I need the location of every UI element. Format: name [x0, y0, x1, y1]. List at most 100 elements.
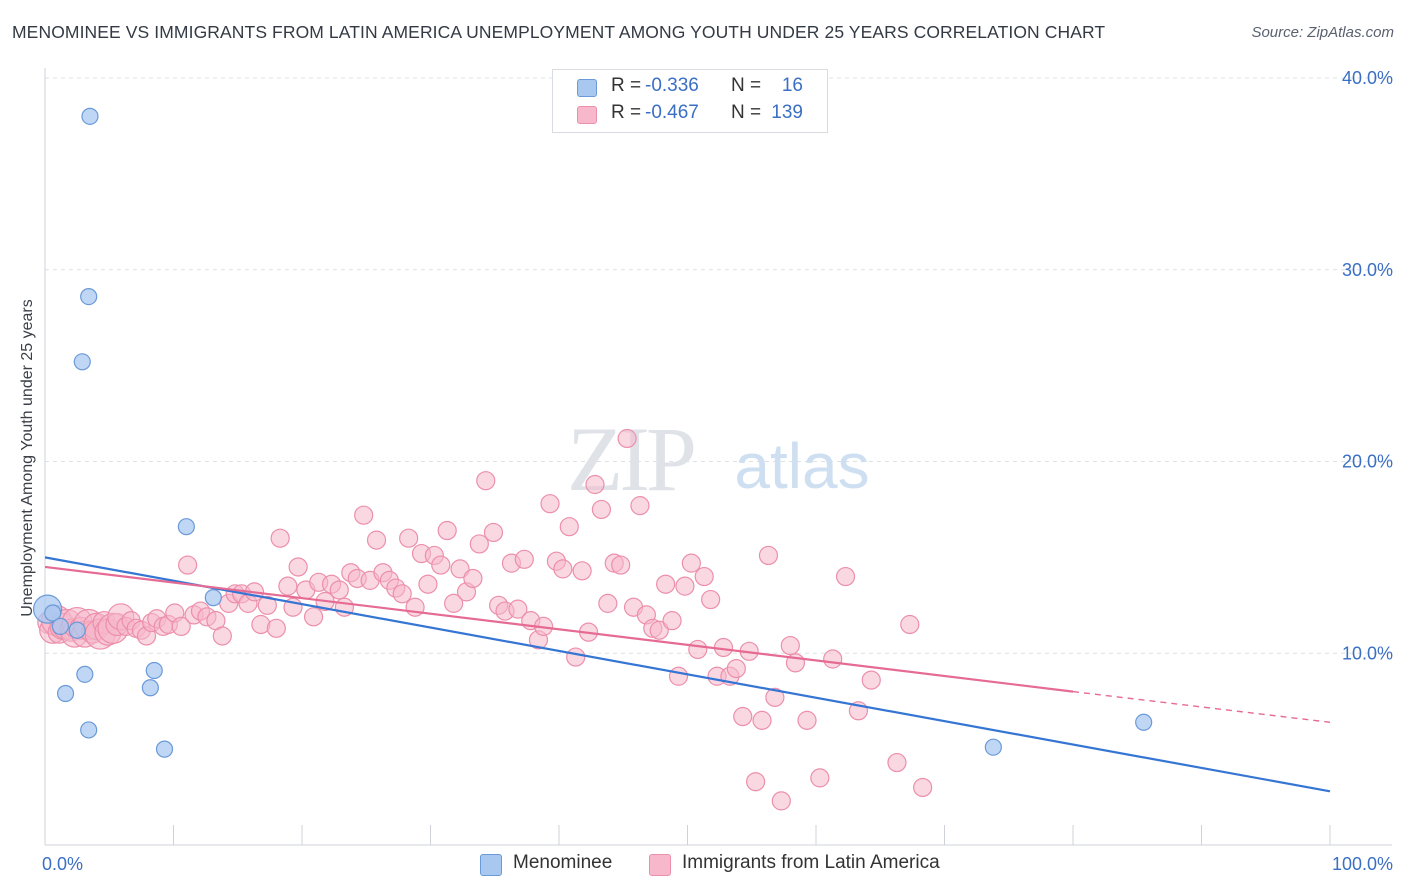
data-point-immigrants	[508, 599, 528, 619]
data-point-immigrants	[540, 494, 560, 514]
data-point-immigrants	[861, 670, 881, 690]
data-point-menominee	[51, 617, 70, 636]
data-point-immigrants	[257, 595, 277, 615]
watermark: ZIP atlas	[567, 408, 870, 510]
stats-n-label: N =	[731, 102, 762, 123]
data-point-menominee	[44, 604, 62, 622]
data-point-immigrants	[823, 649, 843, 669]
data-point-menominee	[80, 721, 98, 739]
data-point-immigrants	[566, 647, 586, 667]
data-point-immigrants	[887, 752, 907, 773]
data-point-menominee	[68, 621, 86, 639]
data-point-menominee	[177, 518, 195, 536]
trend-line-immigrants	[44, 565, 1074, 693]
data-point-immigrants	[476, 471, 496, 491]
data-point-immigrants	[810, 768, 830, 788]
data-point-menominee	[56, 684, 75, 703]
data-point-menominee	[155, 740, 174, 758]
data-point-immigrants	[266, 618, 286, 638]
stats-swatch-pink	[577, 106, 597, 124]
data-point-immigrants	[178, 555, 198, 575]
stats-r-value: -0.467	[645, 102, 699, 123]
data-point-immigrants	[392, 584, 412, 604]
data-point-immigrants	[483, 522, 504, 543]
data-point-immigrants	[288, 557, 308, 577]
data-point-immigrants	[780, 635, 800, 656]
legend-label: Immigrants from Latin America	[682, 852, 940, 873]
tick-labels: 10.0% 20.0% 30.0% 40.0% 0.0% 100.0%	[42, 68, 1393, 874]
grid-lines	[45, 77, 1392, 654]
data-point-immigrants	[418, 574, 438, 594]
stats-n-value: 139	[771, 102, 803, 123]
stats-n-label: N =	[731, 75, 762, 96]
y-tick-label: 40.0%	[1342, 68, 1393, 88]
data-point-immigrants	[913, 777, 933, 798]
data-point-menominee	[145, 661, 163, 680]
data-point-immigrants	[688, 639, 708, 660]
y-tick-label: 20.0%	[1342, 452, 1393, 472]
data-point-immigrants	[681, 553, 701, 573]
data-point-immigrants	[585, 474, 605, 495]
data-point-immigrants	[649, 620, 669, 640]
data-point-immigrants	[733, 706, 753, 727]
source-credit: Source: ZipAtlas.com	[1251, 24, 1394, 41]
data-point-immigrants	[437, 520, 457, 541]
data-point-menominee	[984, 738, 1002, 756]
data-point-immigrants	[431, 555, 451, 575]
data-point-immigrants	[765, 687, 785, 707]
stats-r-label: R =	[611, 75, 642, 96]
watermark-zip: ZIP	[567, 408, 694, 510]
data-point-immigrants	[797, 710, 817, 730]
data-point-immigrants	[701, 589, 721, 610]
data-point-menominee	[73, 353, 91, 371]
data-point-immigrants	[675, 576, 695, 596]
axes	[44, 68, 1392, 846]
data-point-menominee	[141, 679, 159, 697]
data-point-immigrants	[617, 428, 637, 449]
trend-line-menominee	[44, 556, 1331, 793]
data-point-immigrants	[469, 534, 489, 554]
data-point-menominee	[204, 589, 222, 607]
data-point-menominee	[1135, 713, 1153, 731]
y-tick-label: 30.0%	[1342, 260, 1393, 280]
data-point-immigrants	[758, 545, 779, 566]
data-point-immigrants	[572, 561, 592, 581]
stats-r-label: R =	[611, 102, 642, 123]
watermark-atlas: atlas	[734, 430, 869, 502]
data-point-immigrants	[771, 791, 791, 811]
legend-label: Menominee	[513, 852, 613, 873]
series-menominee-points	[32, 107, 1153, 758]
data-point-immigrants	[171, 616, 191, 637]
data-point-immigrants	[553, 559, 573, 579]
data-point-immigrants	[559, 517, 579, 537]
data-point-immigrants	[598, 593, 618, 613]
x-tick-label: 100.0%	[1332, 854, 1393, 874]
data-point-immigrants	[630, 496, 650, 516]
y-tick-label: 10.0%	[1342, 643, 1393, 663]
stats-n-value: 16	[781, 75, 803, 96]
x-tick-label: 0.0%	[42, 854, 83, 874]
stats-r-value: -0.336	[645, 75, 699, 96]
legend-swatch-blue	[480, 854, 502, 876]
chart-title: MENOMINEE VS IMMIGRANTS FROM LATIN AMERI…	[12, 22, 1106, 42]
data-point-immigrants	[662, 611, 682, 631]
data-point-immigrants	[656, 574, 676, 594]
data-point-menominee	[76, 665, 94, 683]
data-point-immigrants	[329, 580, 349, 600]
legend-swatch-pink	[649, 854, 671, 876]
data-point-immigrants	[726, 658, 746, 679]
data-point-immigrants	[270, 528, 290, 548]
data-point-immigrants	[303, 607, 324, 627]
data-point-immigrants	[278, 576, 298, 596]
data-point-immigrants	[212, 626, 232, 646]
data-point-immigrants	[668, 666, 689, 686]
data-point-menominee	[80, 287, 98, 306]
data-point-immigrants	[463, 568, 483, 589]
data-point-immigrants	[450, 559, 470, 579]
data-point-immigrants	[746, 772, 766, 792]
data-point-immigrants	[694, 566, 714, 587]
y-axis-label: Unemployment Among Youth under 25 years	[19, 299, 36, 617]
data-point-immigrants	[900, 614, 920, 635]
trend-line-immigrants-extension	[1072, 690, 1331, 723]
